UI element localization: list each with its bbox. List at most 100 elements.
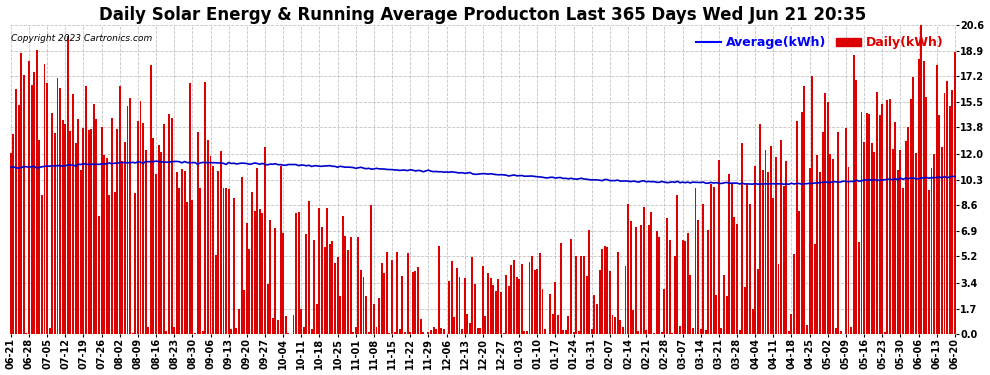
Bar [537, 269, 539, 334]
Bar [396, 252, 398, 334]
Bar [399, 329, 401, 334]
Bar [775, 157, 777, 334]
Bar [420, 320, 422, 334]
Bar [124, 142, 126, 334]
Bar [731, 183, 733, 334]
Bar [526, 331, 528, 334]
Bar [248, 249, 250, 334]
Bar [251, 192, 253, 334]
Bar [367, 332, 369, 334]
Bar [920, 25, 922, 334]
Bar [549, 294, 551, 334]
Bar [381, 263, 383, 334]
Bar [321, 227, 323, 334]
Bar [708, 230, 710, 334]
Bar [197, 132, 199, 334]
Bar [830, 154, 832, 334]
Bar [72, 94, 74, 334]
Bar [902, 189, 904, 334]
Bar [39, 140, 41, 334]
Bar [743, 287, 745, 334]
Bar [622, 327, 624, 334]
Bar [365, 296, 367, 334]
Bar [349, 237, 351, 334]
Bar [173, 327, 175, 334]
Bar [586, 276, 587, 334]
Bar [588, 230, 590, 334]
Bar [756, 269, 758, 334]
Bar [119, 86, 121, 334]
Bar [82, 128, 84, 334]
Bar [814, 244, 816, 334]
Bar [88, 130, 89, 334]
Bar [897, 170, 899, 334]
Bar [23, 75, 25, 334]
Bar [266, 284, 268, 334]
Bar [132, 333, 134, 334]
Bar [342, 216, 344, 334]
Bar [900, 150, 901, 334]
Bar [736, 224, 738, 334]
Bar [210, 156, 212, 334]
Bar [865, 113, 867, 334]
Bar [279, 166, 281, 334]
Bar [456, 268, 457, 334]
Bar [332, 241, 334, 334]
Bar [334, 262, 336, 334]
Bar [26, 333, 28, 334]
Bar [191, 200, 193, 334]
Bar [617, 252, 619, 334]
Bar [783, 186, 785, 334]
Bar [806, 325, 808, 334]
Bar [236, 328, 238, 334]
Bar [484, 316, 486, 334]
Bar [583, 256, 585, 334]
Bar [505, 275, 507, 334]
Bar [684, 241, 686, 334]
Bar [98, 216, 100, 334]
Bar [463, 278, 465, 334]
Bar [417, 267, 419, 334]
Bar [402, 276, 403, 334]
Bar [269, 220, 271, 334]
Bar [521, 264, 523, 334]
Bar [562, 330, 564, 334]
Bar [559, 243, 561, 334]
Bar [438, 246, 440, 334]
Bar [804, 86, 806, 334]
Bar [306, 234, 308, 334]
Bar [149, 66, 151, 334]
Bar [487, 273, 489, 334]
Bar [274, 228, 276, 334]
Bar [551, 314, 553, 334]
Bar [277, 320, 279, 334]
Bar [183, 171, 185, 334]
Bar [716, 295, 717, 334]
Bar [90, 129, 92, 334]
Bar [844, 128, 846, 334]
Bar [303, 327, 305, 334]
Bar [157, 145, 159, 334]
Bar [407, 253, 409, 334]
Bar [474, 284, 476, 334]
Bar [47, 83, 49, 334]
Bar [51, 112, 53, 334]
Bar [825, 93, 826, 334]
Bar [469, 323, 471, 334]
Bar [178, 188, 180, 334]
Bar [238, 309, 240, 334]
Bar [884, 332, 886, 334]
Bar [340, 296, 342, 334]
Bar [497, 279, 499, 334]
Bar [256, 168, 258, 334]
Bar [386, 252, 388, 334]
Bar [194, 333, 196, 334]
Bar [630, 221, 632, 334]
Bar [152, 138, 154, 334]
Bar [850, 327, 852, 334]
Bar [936, 65, 938, 334]
Bar [894, 122, 896, 334]
Legend: Average(kWh), Daily(kWh): Average(kWh), Daily(kWh) [691, 32, 949, 54]
Bar [910, 99, 912, 334]
Bar [749, 204, 751, 334]
